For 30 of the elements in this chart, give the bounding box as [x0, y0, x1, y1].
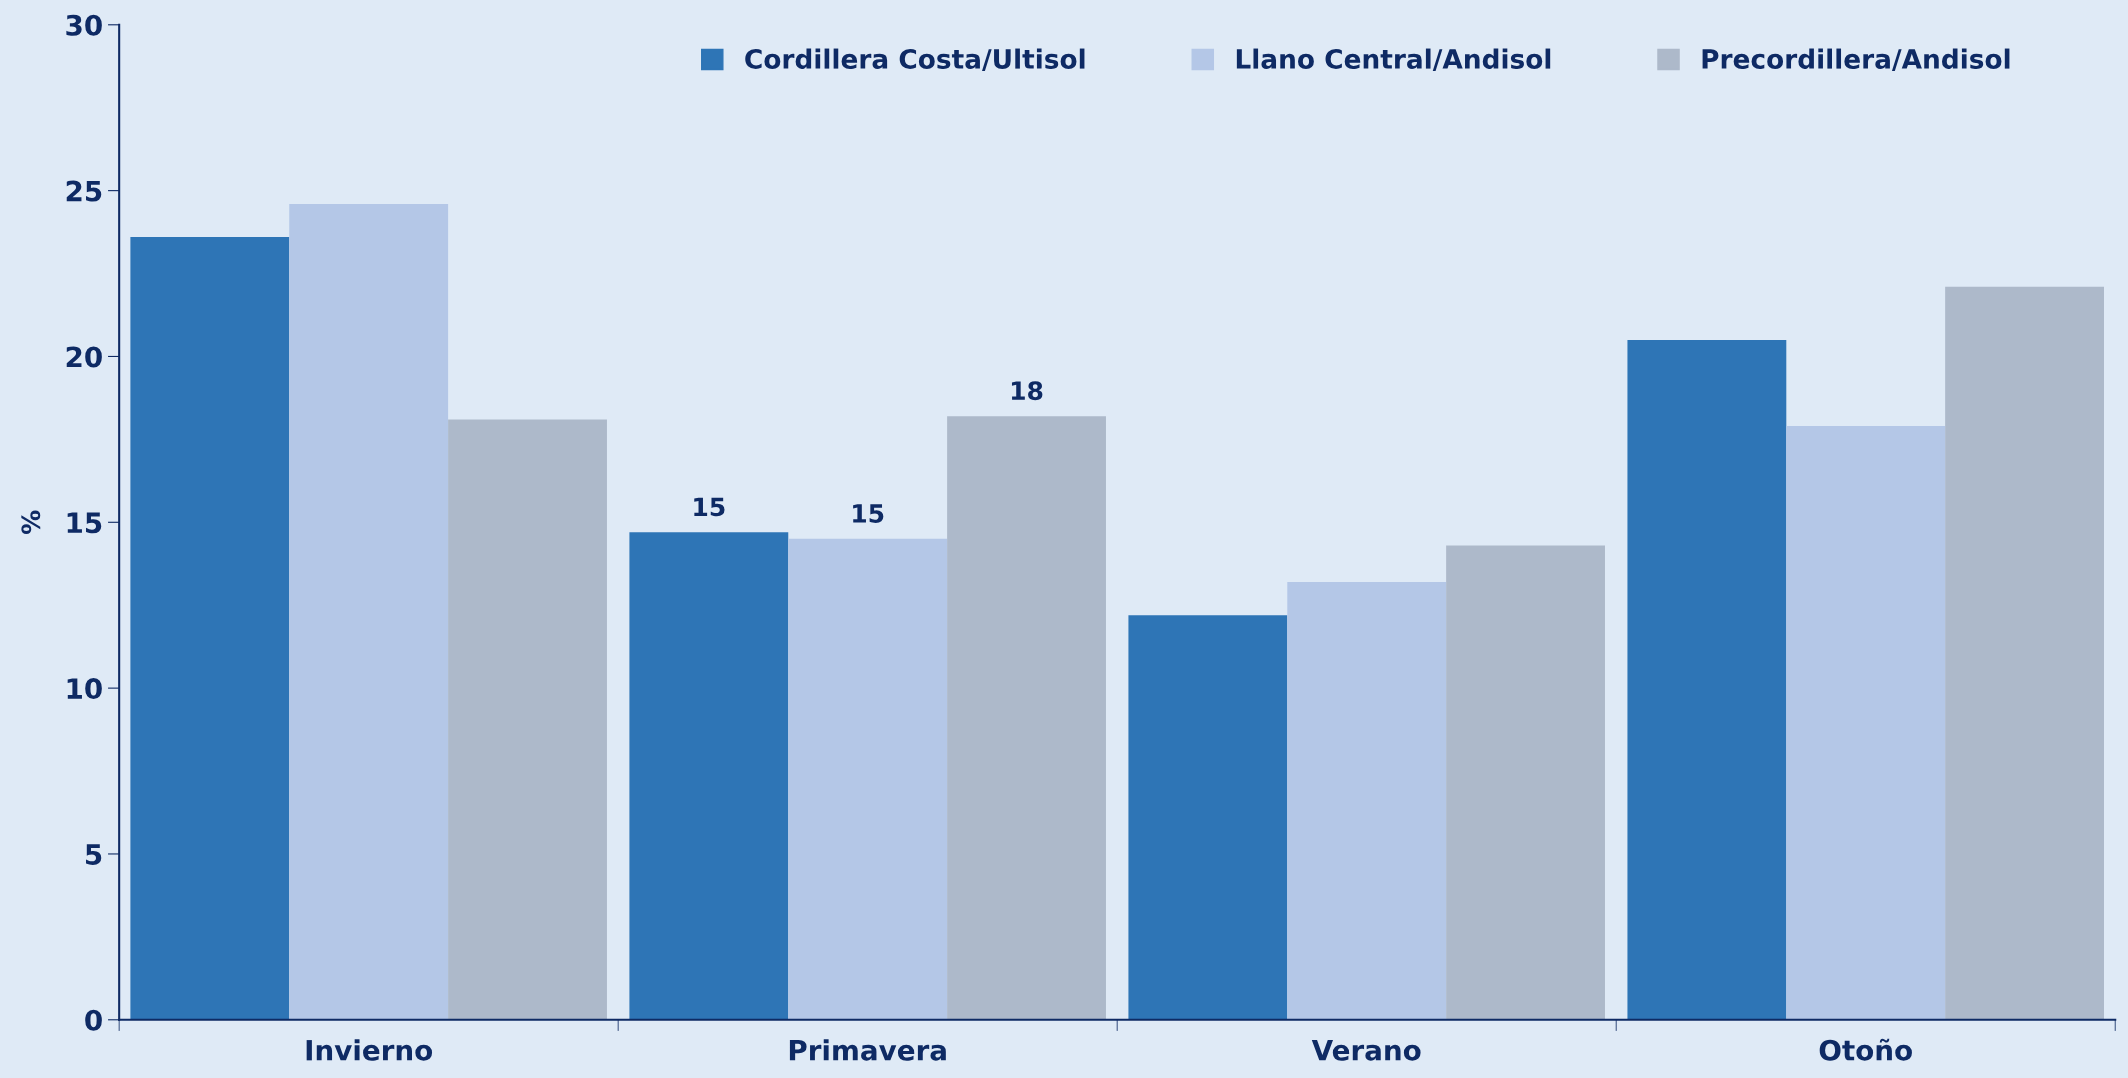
x-tick-label: Invierno	[306, 1039, 433, 1061]
bar	[448, 419, 607, 1020]
y-tick-label: 15	[67, 512, 102, 534]
y-tick-label: 30	[66, 14, 102, 36]
bar	[1786, 426, 1946, 1020]
x-tick-label: Primavera	[789, 1039, 946, 1061]
legend-label: Llano Central/Andisol	[1236, 48, 1551, 72]
bar	[629, 532, 789, 1020]
bar	[1627, 339, 1787, 1020]
data-label: 15	[853, 504, 884, 523]
bar	[289, 203, 449, 1020]
y-axis-title: %	[21, 510, 41, 535]
data-label: 18	[1011, 381, 1043, 401]
y-tick-label: 25	[66, 180, 102, 202]
bar	[1287, 581, 1447, 1020]
y-tick-label: 20	[66, 346, 102, 368]
bar	[788, 538, 948, 1020]
bar	[130, 237, 290, 1020]
x-tick-label: Verano	[1311, 1040, 1421, 1061]
bar	[947, 416, 1106, 1020]
y-tick-label: 10	[67, 678, 102, 700]
bar	[1446, 545, 1605, 1020]
bar	[1128, 615, 1288, 1020]
y-tick-label: 5	[86, 844, 102, 865]
y-tick-label: 0	[85, 1009, 102, 1031]
bar	[1945, 286, 2104, 1020]
x-tick-label: Otoño	[1819, 1038, 1912, 1061]
data-label: 15	[694, 497, 725, 517]
legend-label: Cordillera Costa/Ultisol	[745, 48, 1085, 72]
legend-label: Precordillera/Andisol	[1702, 48, 2010, 72]
